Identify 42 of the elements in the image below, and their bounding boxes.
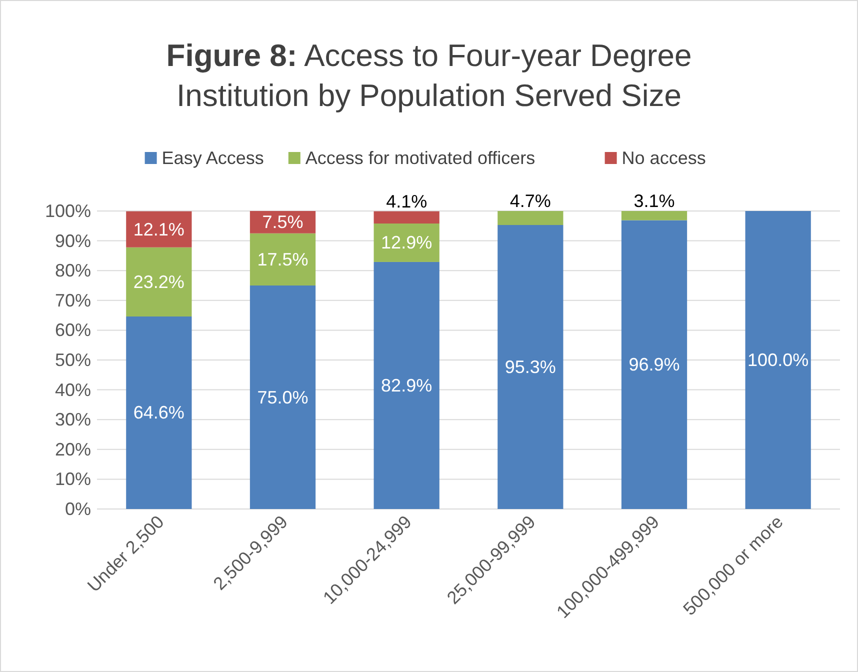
bar [498, 211, 564, 226]
legend-label: Easy Access [162, 148, 264, 168]
bar [374, 224, 440, 262]
bar [250, 286, 316, 509]
y-tick-label: 40% [54, 380, 91, 400]
data-label: 3.1% [634, 191, 675, 211]
y-tick-label: 60% [54, 320, 91, 340]
bar [126, 211, 192, 248]
data-label: 23.2% [133, 272, 184, 292]
legend-label: Access for motivated officers [305, 148, 536, 168]
data-label: 82.9% [381, 375, 432, 396]
bar [621, 220, 688, 509]
bar [374, 211, 440, 224]
bar [126, 316, 192, 509]
data-label: 12.9% [381, 232, 432, 253]
bar [250, 233, 316, 286]
y-tick-label: 0% [64, 499, 91, 519]
data-label: 17.5% [257, 249, 308, 270]
data-label: 64.6% [133, 402, 184, 423]
bar [374, 262, 440, 509]
y-tick-label: 30% [54, 410, 91, 430]
data-label: 95.3% [504, 357, 556, 378]
y-tick-label: 20% [54, 439, 91, 460]
data-label: 75.0% [257, 387, 308, 408]
bar [621, 211, 688, 220]
data-label: 100.0% [748, 350, 809, 370]
chart-title: Figure 8: Access to Four-year Degree Institution by Population Served Size [166, 38, 692, 113]
y-tick-label: 10% [54, 469, 91, 490]
data-label: 12.1% [133, 219, 184, 240]
bar [745, 211, 811, 509]
bar [498, 225, 564, 509]
y-tick-label: 70% [54, 290, 91, 310]
data-label: 4.1% [386, 191, 428, 212]
y-tick-label: 50% [54, 350, 91, 370]
legend-label: No access [622, 148, 706, 168]
y-tick-label: 100% [44, 201, 91, 221]
data-label: 7.5% [262, 212, 304, 232]
data-label: 96.9% [628, 354, 680, 375]
y-tick-label: 90% [54, 230, 91, 251]
bar [126, 247, 192, 316]
y-tick-label: 80% [54, 260, 91, 281]
data-label: 4.7% [510, 191, 551, 211]
